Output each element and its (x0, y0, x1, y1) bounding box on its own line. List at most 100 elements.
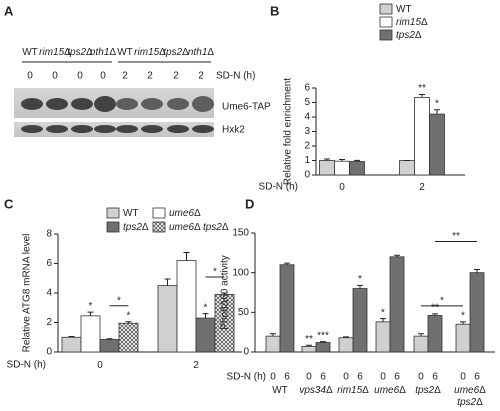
band (116, 98, 138, 110)
time-label: 6 (474, 372, 480, 383)
band (21, 125, 43, 133)
bar (265, 335, 281, 353)
bar (279, 264, 295, 353)
time-label: 0 (343, 372, 349, 383)
time-label: 6 (320, 372, 326, 383)
bar (338, 337, 354, 353)
bar (375, 321, 391, 353)
legend-label: ume6Δ (169, 208, 201, 219)
legend-label: rim15Δ (396, 17, 428, 28)
legend-swatch (106, 221, 120, 233)
significance: * (127, 310, 131, 321)
bar (414, 97, 430, 176)
band (192, 96, 214, 112)
error-bar (354, 159, 360, 162)
error-bar (380, 318, 386, 322)
strain-label: WT (117, 47, 133, 58)
bracket-label: ** (452, 231, 460, 242)
legend-swatch (379, 3, 393, 15)
significance: * (89, 301, 93, 312)
band (167, 98, 189, 110)
bar (427, 315, 443, 353)
error-bar (460, 321, 466, 325)
error-bar (474, 268, 480, 273)
time-label: 6 (357, 372, 363, 383)
strain-label: tps2Δ (67, 47, 93, 58)
error-bar (306, 344, 312, 347)
legend-label: tps2Δ (123, 222, 149, 233)
band-label: Hxk2 (222, 125, 245, 136)
time-label: 0 (77, 71, 83, 82)
band (71, 125, 93, 133)
band (192, 125, 214, 133)
y-tick-label: 2 (46, 317, 52, 328)
legend-swatch (379, 29, 393, 41)
error-bar (284, 262, 290, 265)
significance: ** (305, 334, 313, 345)
significance: * (204, 302, 208, 313)
bar (315, 342, 331, 353)
error-bar (394, 254, 400, 257)
bar (195, 317, 216, 353)
x-tick-label: rim15Δ (337, 385, 369, 396)
x-axis-title: SD-N (h) (259, 182, 298, 193)
bar (399, 160, 415, 176)
bar (118, 322, 139, 353)
bracket-label: * (440, 295, 444, 306)
band-label: Ume6-TAP (222, 102, 271, 113)
x-axis-title: SD-N (h) (227, 372, 266, 383)
error-bar (432, 313, 438, 316)
bar (61, 336, 82, 353)
panel-label: A (4, 3, 14, 18)
bar (413, 335, 429, 353)
error-bar (125, 321, 132, 324)
error-bar (202, 313, 209, 319)
error-bar (68, 336, 75, 338)
y-axis-title: Relative fold enrichment (283, 78, 294, 185)
legend-label: ume6Δ tps2Δ (169, 222, 229, 233)
bar (349, 161, 365, 176)
strain-label: rim15Δ (134, 47, 166, 58)
strain-label: nth1Δ (90, 47, 116, 58)
y-tick-label: 1 (304, 155, 310, 166)
legend-label: tps2Δ (396, 30, 422, 41)
y-tick-label: 6 (304, 83, 310, 94)
time-label: 0 (460, 372, 466, 383)
bar (301, 346, 317, 353)
band (116, 125, 138, 133)
x-tick-label: ume6Δ (374, 385, 406, 396)
error-bar (183, 251, 190, 261)
error-bar (106, 338, 113, 340)
y-tick-label: 8 (46, 229, 52, 240)
bar (334, 160, 350, 176)
x-tick-label: 0 (339, 182, 345, 193)
panel-label: B (270, 3, 279, 18)
band (141, 125, 163, 133)
y-axis-title: Relative ATG8 mRNA level (22, 234, 33, 353)
time-axis-label: SD-N (h) (216, 71, 255, 82)
error-bar (339, 158, 345, 162)
y-tick-label: 0 (243, 347, 249, 358)
time-label: 0 (306, 372, 312, 383)
strain-label: nth1Δ (188, 47, 214, 58)
legend-swatch (152, 207, 166, 219)
x-axis-title: SD-N (h) (7, 360, 46, 371)
x-tick-label: tps2Δ (415, 385, 441, 396)
bar (80, 315, 101, 353)
y-tick-label: 0 (46, 347, 52, 358)
bar (319, 160, 335, 176)
y-tick-label: 50 (238, 307, 250, 318)
legend-swatch (152, 221, 166, 233)
band (46, 125, 68, 133)
error-bar (320, 341, 326, 343)
error-bar (419, 94, 425, 98)
bar (389, 256, 405, 353)
time-label: 6 (284, 372, 290, 383)
y-tick-label: 4 (46, 288, 52, 299)
error-bar (418, 333, 424, 337)
bar (455, 323, 471, 353)
strain-label: WT (22, 47, 38, 58)
y-tick-label: 4 (304, 112, 310, 123)
panel-label: C (4, 196, 14, 211)
